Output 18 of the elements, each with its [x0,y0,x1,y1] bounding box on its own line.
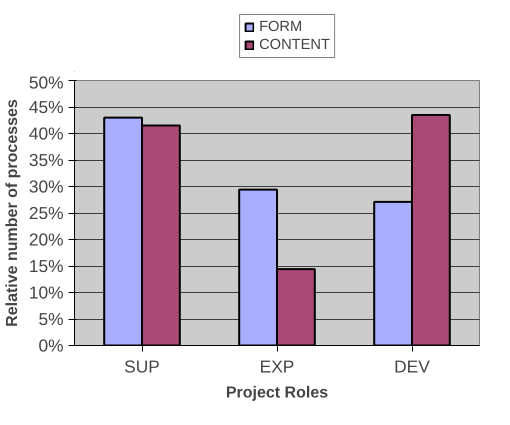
y-tick-label: 35% [28,150,64,170]
y-tick-label: 20% [28,230,64,250]
y-tick-label: 45% [28,97,64,117]
y-tick-label: 25% [28,203,64,223]
x-tick-label: SUP [124,356,160,376]
legend-label: FORM [259,19,302,35]
x-tick-label: EXP [260,356,294,376]
y-tick-label: 30% [28,176,64,196]
y-tick-label: 50% [28,72,64,92]
y-tick-label: 40% [28,124,64,144]
y-tick-label: 0% [38,336,64,356]
y-axis-title: Relative number of processes [4,99,21,327]
y-tick-label: 10% [28,282,64,302]
y-tick-label: 15% [28,256,64,276]
x-axis-title: Project Roles [226,384,328,402]
y-tick-label: 5% [38,309,64,329]
legend-label: CONTENT [259,37,330,53]
x-tick-label: DEV [394,356,430,376]
